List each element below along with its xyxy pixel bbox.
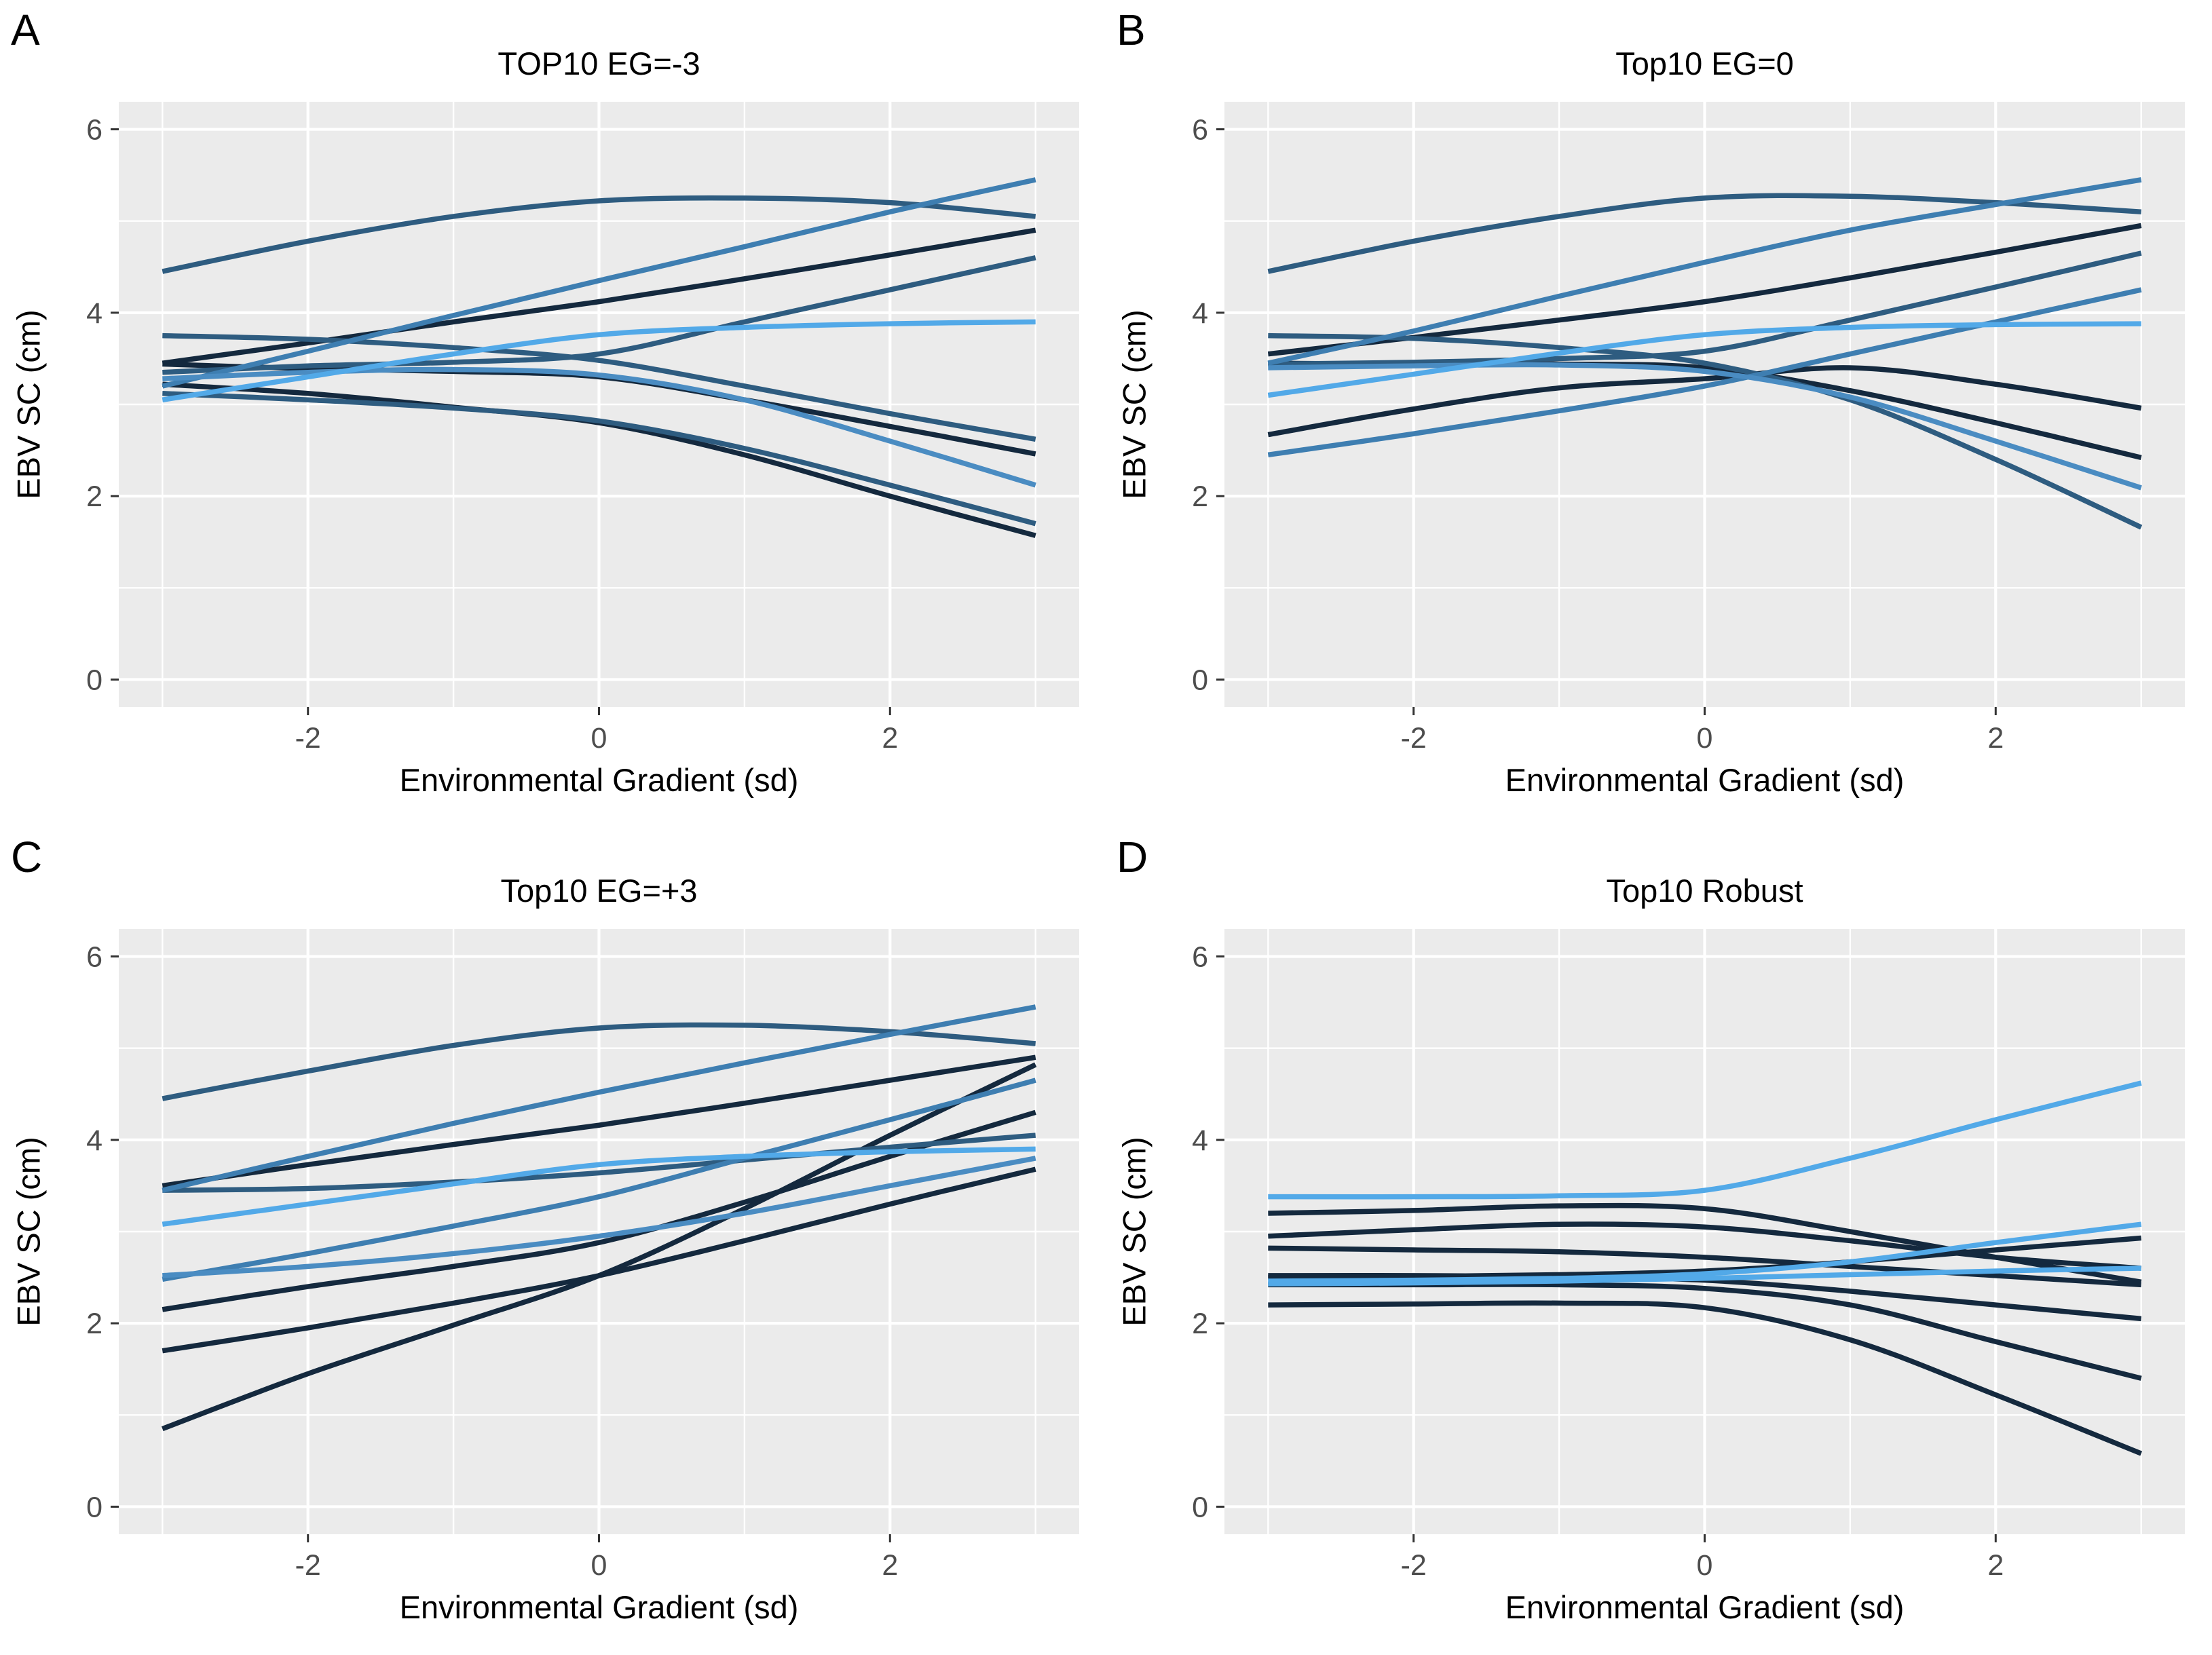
x-tick-label: -2 [1401, 1549, 1427, 1582]
series-line-line-10 [162, 1146, 1036, 1227]
series-line-line-1 [162, 227, 1036, 366]
y-tick-label: 6 [86, 114, 102, 147]
x-tick-label: 0 [1697, 1549, 1713, 1582]
series-group [161, 1004, 1037, 1432]
y-tick-label: 2 [86, 1308, 102, 1340]
line-chart-c: -2 0 2 0 2 4 6 [86, 929, 1079, 1582]
y-tick-label: 0 [1192, 1491, 1208, 1524]
panel-label-c: C [11, 833, 43, 881]
series-line-line-10 [1267, 321, 2141, 398]
line-chart-a: -2 0 2 0 2 4 6 [86, 102, 1079, 755]
panel-b: -2 0 2 0 2 4 6 B Top10 EG=0 EBV SC (cm) Enviro… [1106, 0, 2212, 828]
plot-title-c: Top10 EG=+3 [500, 873, 698, 909]
plot-title-b: Top10 EG=0 [1615, 45, 1794, 81]
y-tick-label: 0 [1192, 664, 1208, 697]
series-line-line-7 [1267, 177, 2142, 366]
line-chart-b: -2 0 2 0 2 4 6 [1192, 102, 2185, 755]
y-tick-label: 2 [1192, 1308, 1208, 1340]
series-line-line-6 [1268, 332, 2143, 530]
y-axis-title-b: EBV SC (cm) [1116, 309, 1152, 499]
series-line-line-4 [162, 1166, 1036, 1354]
panel-a: -2 0 2 0 2 4 6 A TOP10 EG=-3 EBV SC (cm) Envir… [0, 0, 1106, 828]
series-line-line-2 [1268, 1221, 2141, 1271]
series-line-line-7 [1268, 1300, 2143, 1456]
y-axis-title-c: EBV SC (cm) [10, 1137, 47, 1327]
series-line-line-9 [162, 1156, 1036, 1278]
series-line-line-1 [162, 1054, 1036, 1189]
series-line-line-3 [162, 1109, 1036, 1312]
series-line-line-9 [1268, 362, 2142, 491]
series-line-line-10 [162, 319, 1036, 402]
x-tick-label: 2 [882, 1549, 898, 1582]
y-tick-label: 2 [86, 480, 102, 513]
x-axis-title-d: Environmental Gradient (sd) [1505, 1589, 1905, 1625]
x-tick-label: -2 [295, 722, 321, 755]
series-line-line-6 [162, 332, 1036, 442]
y-axis-title-a: EBV SC (cm) [10, 309, 47, 499]
panel-label-d: D [1117, 833, 1148, 881]
series-line-line-2 [1267, 365, 2142, 438]
series-line-line-8 [1267, 287, 2142, 458]
series-line-line-5 [162, 255, 1036, 375]
series-line-line-9 [1268, 1221, 2142, 1284]
y-tick-label: 0 [86, 664, 102, 697]
y-tick-label: 4 [1192, 1124, 1208, 1157]
y-tick-label: 6 [1192, 941, 1208, 974]
series-line-line-4 [162, 195, 1036, 274]
series-group [1267, 177, 2143, 530]
x-axis-title-c: Environmental Gradient (sd) [399, 1589, 799, 1625]
y-tick-label: 4 [86, 297, 102, 330]
y-tick-label: 6 [86, 941, 102, 974]
x-axis-title-a: Environmental Gradient (sd) [399, 762, 799, 798]
series-line-line-8 [1268, 1080, 2142, 1200]
panel-c: -2 0 2 0 2 4 6 C Top10 EG=+3 EBV SC (cm) Envir… [0, 827, 1106, 1655]
panel-d: -2 0 2 0 2 4 6 D Top10 Robust EBV SC (cm) Envi… [1106, 827, 2212, 1655]
plot-title-d: Top10 Robust [1606, 873, 1803, 909]
series-line-line-3 [1268, 1245, 2141, 1288]
panel-label-a: A [11, 5, 40, 54]
x-tick-label: 0 [591, 1549, 607, 1582]
x-tick-label: 0 [591, 722, 607, 755]
series-line-line-5 [1268, 250, 2142, 367]
series-line-line-7 [162, 1004, 1036, 1193]
x-tick-label: 2 [1987, 1549, 2004, 1582]
y-tick-label: 4 [86, 1124, 102, 1157]
x-tick-label: -2 [1401, 722, 1427, 755]
y-tick-label: 6 [1192, 114, 1208, 147]
x-tick-label: 0 [1697, 722, 1713, 755]
series-line-line-9 [162, 366, 1036, 488]
plot-title-a: TOP10 EG=-3 [498, 45, 700, 81]
x-axis-title-b: Environmental Gradient (sd) [1505, 762, 1905, 798]
x-tick-label: 2 [882, 722, 898, 755]
series-line-line-6 [162, 1133, 1036, 1193]
x-tick-label: -2 [295, 1549, 321, 1582]
y-axis-title-d: EBV SC (cm) [1116, 1137, 1152, 1327]
line-chart-d: -2 0 2 0 2 4 6 [1192, 929, 2185, 1582]
series-group [162, 177, 1036, 538]
series-line-line-8 [162, 1078, 1036, 1282]
y-tick-label: 0 [86, 1491, 102, 1524]
y-tick-label: 4 [1192, 297, 1208, 330]
series-line-line-7 [162, 391, 1036, 527]
x-tick-label: 2 [1987, 722, 2004, 755]
panel-label-b: B [1117, 5, 1146, 54]
y-tick-label: 2 [1192, 480, 1208, 513]
series-line-line-10 [1268, 1266, 2141, 1287]
series-line-line-5 [162, 1022, 1036, 1101]
series-line-line-8 [162, 177, 1036, 389]
series-group [1268, 1080, 2143, 1456]
